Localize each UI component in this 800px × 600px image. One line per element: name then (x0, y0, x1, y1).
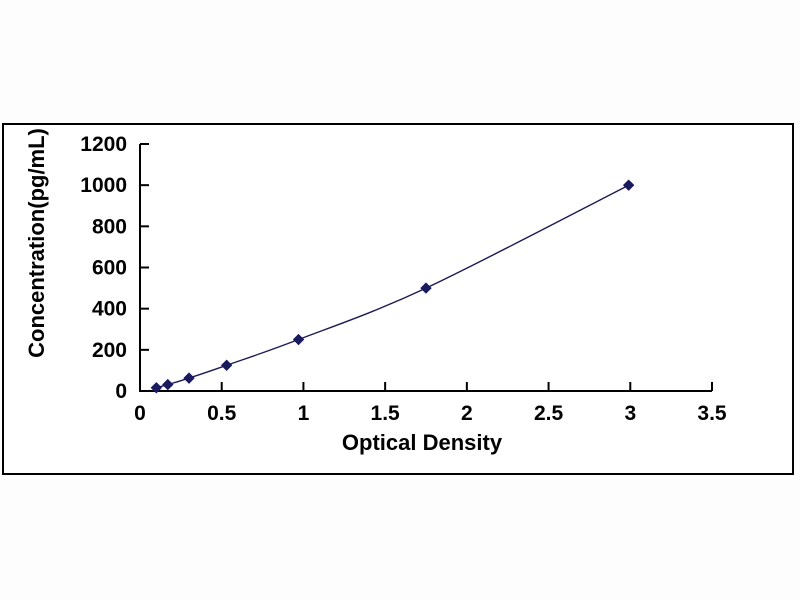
x-tick-label: 2.5 (534, 402, 564, 425)
data-point-marker (220, 359, 233, 371)
plot-axes-and-series: 0 200 400 600 800 1000 1200 0 0.5 1 1.5 2 2.5 3 3.5 (80, 133, 727, 425)
x-tick-label: 3 (624, 402, 636, 425)
x-tick-label: 2 (461, 402, 473, 425)
y-axis-title: Concentration(pg/mL) (24, 128, 49, 358)
data-point-marker (420, 282, 432, 294)
x-tick-label: 0 (134, 402, 146, 425)
data-point-marker (162, 378, 174, 391)
x-tick-label: 3.5 (697, 402, 727, 425)
y-tick-label: 800 (92, 215, 127, 238)
data-point-marker (150, 382, 163, 394)
data-point-marker (183, 372, 195, 384)
x-axis-title: Optical Density (342, 430, 503, 455)
data-point-marker (622, 179, 635, 191)
y-tick-label: 200 (92, 339, 127, 362)
y-tick-label: 1000 (80, 174, 127, 197)
standard-curve-line (156, 184, 630, 389)
chart-frame (2, 123, 794, 475)
y-tick-label: 0 (115, 380, 127, 403)
x-tick-label: 1.5 (371, 402, 401, 425)
data-point-marker (292, 333, 305, 346)
y-tick-label: 400 (92, 298, 127, 321)
x-tick-label: 1 (298, 402, 310, 425)
y-tick-label: 600 (92, 257, 127, 280)
y-tick-label: 1200 (80, 133, 127, 156)
x-tick-label: 0.5 (207, 402, 237, 425)
